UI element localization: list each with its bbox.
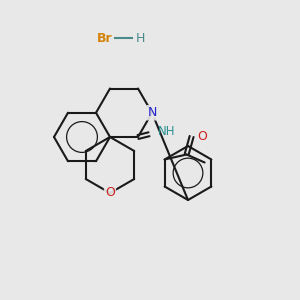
Text: O: O <box>198 130 208 143</box>
Text: N: N <box>147 106 157 119</box>
Text: NH: NH <box>158 125 175 139</box>
Text: Br: Br <box>96 32 112 44</box>
Text: O: O <box>105 187 115 200</box>
Text: H: H <box>136 32 146 44</box>
